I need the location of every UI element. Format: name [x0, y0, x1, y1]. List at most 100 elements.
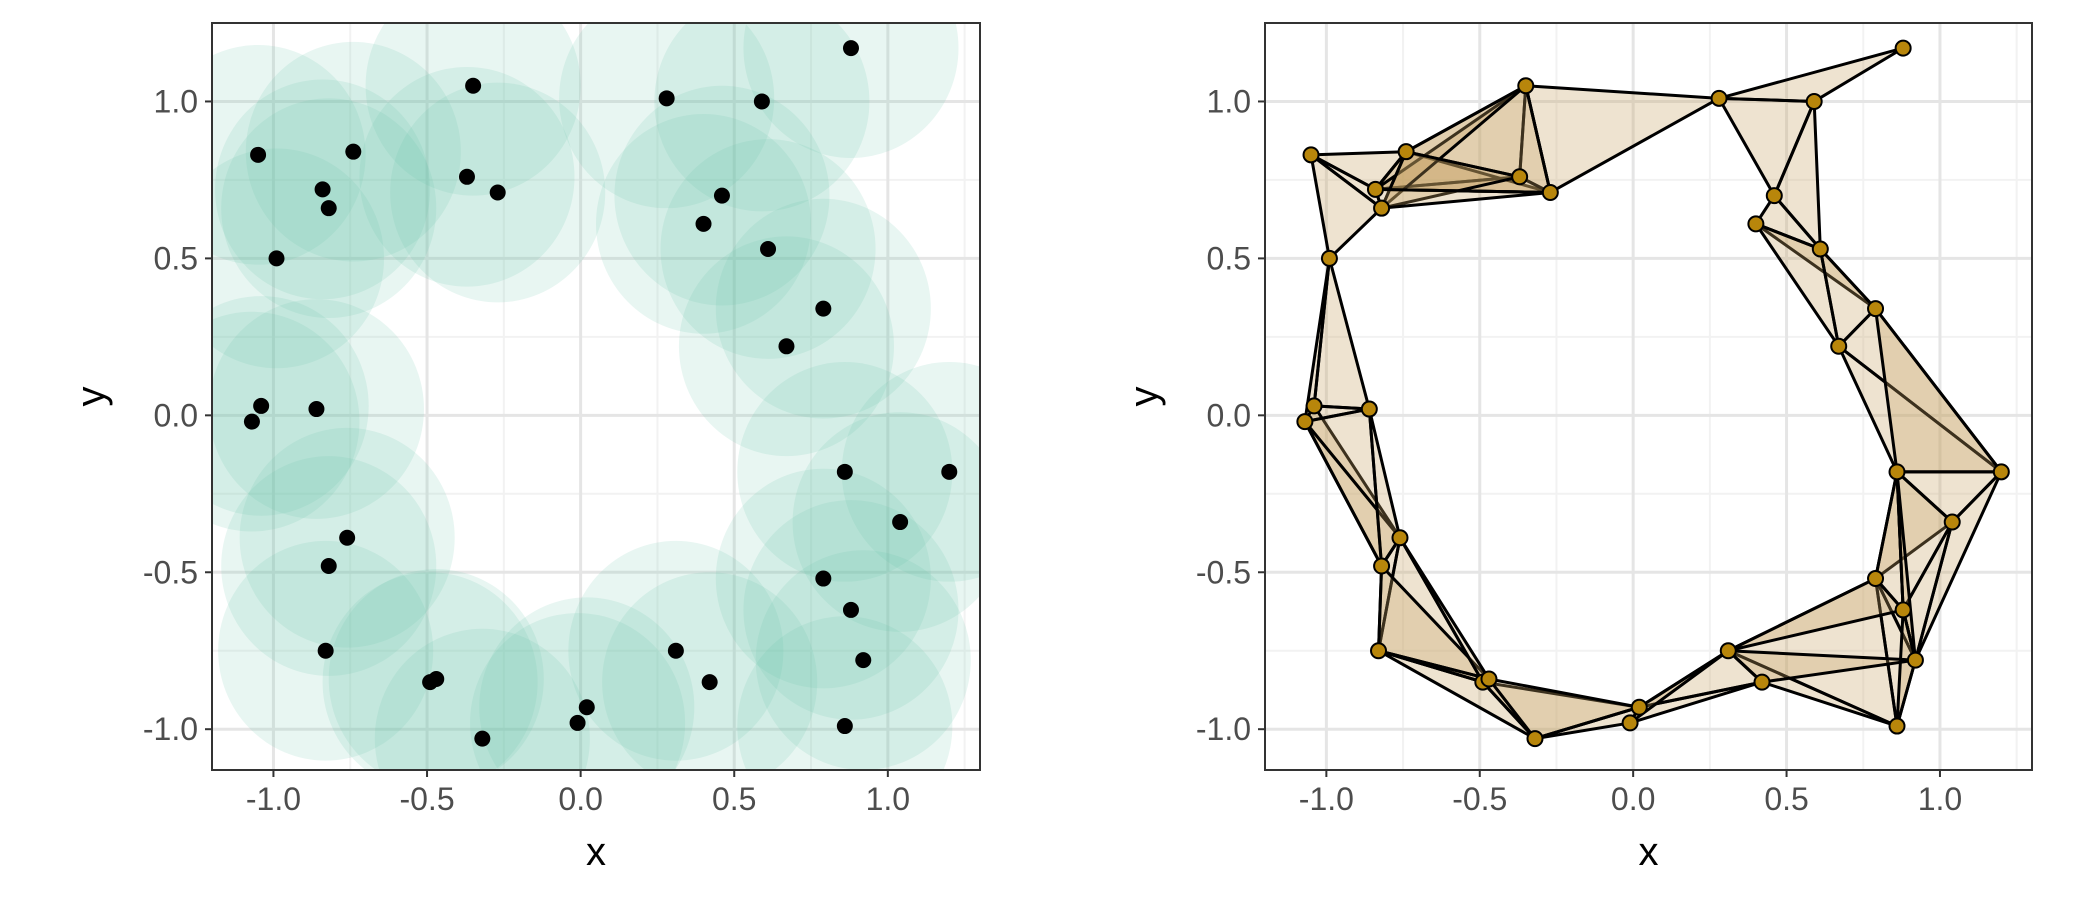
point-30	[428, 670, 445, 687]
point-34	[836, 718, 853, 735]
ball-33	[470, 613, 686, 770]
ball-3	[654, 23, 870, 212]
vertex-7	[1366, 180, 1384, 198]
vertex-0	[1894, 39, 1912, 57]
panel1: -1.0 -0.5 0.0 0.5 1.0 -1.0 -0.5 0.0 0.5 1.0 x y	[69, 22, 981, 874]
panel2-x-tick-label: 0.5	[1764, 781, 1808, 817]
vertex-6	[1511, 168, 1529, 186]
ball-30	[328, 569, 544, 770]
simplex-15	[1373, 187, 1552, 210]
panel1-data	[212, 23, 980, 770]
simplex-56	[1628, 649, 1730, 725]
vertex-25	[1894, 601, 1912, 619]
panel2-y-tick-label: 0.0	[1207, 397, 1251, 433]
point-23	[320, 557, 337, 574]
point-35	[474, 730, 491, 747]
panel2-y-tick-label: 0.5	[1207, 240, 1251, 276]
vertex-4	[1302, 146, 1320, 164]
ball-17	[212, 311, 360, 532]
panel1-y-tick-label: 1.0	[154, 83, 198, 119]
vertex-24	[1867, 570, 1885, 588]
vertex-22	[1391, 529, 1409, 547]
panel1-background	[212, 23, 980, 770]
ball-16	[212, 296, 369, 516]
vertex-3	[1805, 92, 1823, 110]
panel2-border	[1264, 22, 2033, 771]
point-13	[760, 240, 777, 257]
panel2-x-tick-label: 1.0	[1918, 781, 1962, 817]
point-18	[308, 401, 325, 418]
ball-2	[559, 23, 775, 209]
panel1-x-tick-label: -1.0	[246, 781, 301, 817]
panel2-y-tick-label: -1.0	[1196, 711, 1251, 747]
vertex-28	[1906, 651, 1924, 669]
vertex-15	[1830, 337, 1848, 355]
panel1-y-tick-label: 0.5	[154, 240, 198, 276]
simplex-14	[1380, 150, 1522, 210]
vertex-13	[1811, 240, 1829, 258]
vertex-12	[1320, 249, 1338, 267]
point-26	[317, 642, 334, 659]
panel1-x-tick-label: -0.5	[399, 781, 454, 817]
panel2-x-axis-title: x	[1639, 830, 1659, 874]
simplex-6	[1309, 153, 1384, 260]
ball-34	[737, 616, 953, 770]
simplex-39	[1895, 608, 1917, 728]
vertex-17	[1296, 413, 1314, 431]
ball-20	[841, 362, 980, 582]
vertex-1	[1517, 77, 1535, 95]
vertex-16	[1305, 397, 1323, 415]
panel2-data	[1296, 39, 2010, 748]
point-32	[578, 699, 595, 716]
point-20	[941, 463, 958, 480]
ball-32	[479, 597, 695, 770]
panel1-y-tick-label: 0.0	[154, 397, 198, 433]
point-31	[701, 674, 718, 691]
vertex-31	[1753, 673, 1771, 691]
panel1-x-tick-label: 1.0	[866, 781, 910, 817]
point-27	[667, 642, 684, 659]
point-9	[489, 184, 506, 201]
vertex-35	[1526, 730, 1544, 748]
point-25	[842, 601, 859, 618]
panel1-y-tick-label: -0.5	[143, 554, 198, 590]
panel1-y-axis-title: y	[69, 387, 113, 407]
point-8	[320, 200, 337, 217]
vertex-21	[1943, 513, 1961, 531]
vertex-10	[1765, 187, 1783, 205]
point-1	[465, 77, 482, 94]
ball-0	[743, 23, 959, 158]
vertex-20	[1992, 463, 2010, 481]
vertex-32	[1630, 698, 1648, 716]
point-0	[842, 40, 859, 57]
point-33	[569, 714, 586, 731]
vertex-27	[1719, 642, 1737, 660]
point-7	[314, 181, 331, 198]
vertex-33	[1621, 714, 1639, 732]
point-28	[855, 652, 872, 669]
panel1-x-tick-label: 0.0	[558, 781, 602, 817]
panel2-x-tick-label: 0.0	[1611, 781, 1655, 817]
panel1-grid	[212, 23, 980, 770]
point-5	[345, 143, 362, 160]
vertex-19	[1888, 463, 1906, 481]
point-17	[243, 413, 260, 430]
point-3	[753, 93, 770, 110]
point-16	[253, 397, 270, 414]
ball-1	[365, 23, 581, 196]
point-22	[339, 529, 356, 546]
point-2	[658, 90, 675, 107]
vertex-2	[1710, 89, 1728, 107]
vertex-34	[1888, 717, 1906, 735]
point-11	[695, 215, 712, 232]
vertex-26	[1370, 642, 1388, 660]
point-24	[815, 570, 832, 587]
vertex-18	[1360, 400, 1378, 418]
point-15	[778, 338, 795, 355]
ball-31	[602, 572, 818, 770]
panel1-y-tick-label: -1.0	[143, 711, 198, 747]
panel1-x-tick-label: 0.5	[712, 781, 756, 817]
vertex-14	[1867, 300, 1885, 318]
point-6	[458, 168, 475, 185]
